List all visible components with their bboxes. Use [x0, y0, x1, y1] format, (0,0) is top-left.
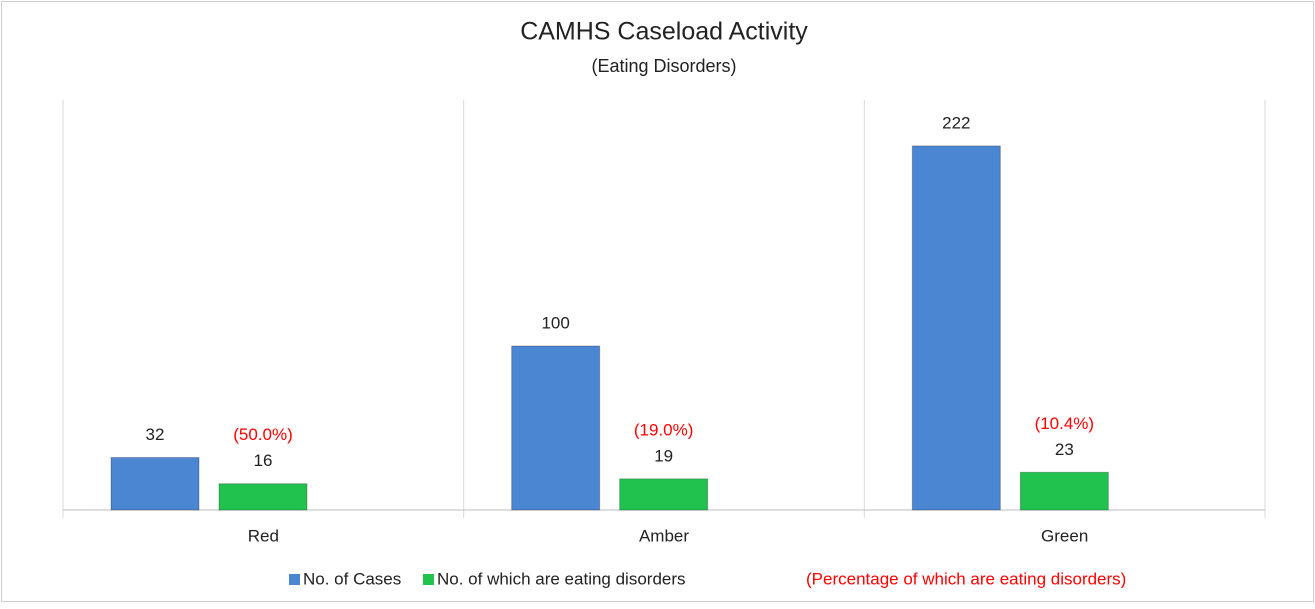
data-label: 19	[654, 446, 673, 465]
data-label: 32	[146, 425, 165, 444]
chart-title: CAMHS Caseload Activity	[520, 18, 808, 46]
bar	[911, 145, 1001, 511]
percent-label: (10.4%)	[1035, 414, 1095, 433]
legend-swatch	[423, 574, 434, 585]
legend-label: (Percentage of which are eating disorder…	[806, 569, 1126, 588]
percent-label: (50.0%)	[233, 425, 293, 444]
x-tick-label: Red	[248, 526, 279, 545]
x-tick-label: Green	[1041, 526, 1088, 545]
bar	[218, 483, 308, 511]
legend-label: No. of which are eating disorders	[437, 569, 686, 588]
bar	[1019, 471, 1109, 511]
data-label: 100	[541, 313, 569, 332]
chart-subtitle: (Eating Disorders)	[591, 56, 736, 76]
bar	[110, 457, 200, 511]
bar	[511, 345, 601, 511]
x-tick-label: Amber	[639, 526, 689, 545]
data-label: 23	[1055, 440, 1074, 459]
percent-label: (19.0%)	[634, 420, 694, 439]
data-label: 16	[254, 451, 273, 470]
legend-label: No. of Cases	[303, 569, 401, 588]
legend-swatch	[289, 574, 300, 585]
bar	[619, 478, 709, 511]
data-label: 222	[942, 113, 970, 132]
